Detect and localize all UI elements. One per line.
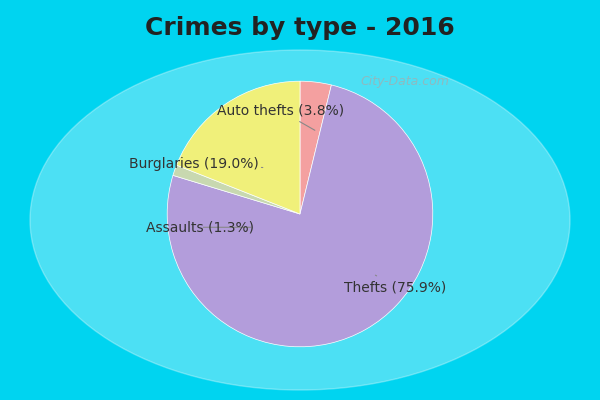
Wedge shape [176,81,300,214]
Wedge shape [300,81,331,214]
Wedge shape [167,85,433,347]
Text: Burglaries (19.0%): Burglaries (19.0%) [129,156,263,170]
Text: Crimes by type - 2016: Crimes by type - 2016 [145,16,455,40]
Text: Auto thefts (3.8%): Auto thefts (3.8%) [217,104,344,130]
Text: City-Data.com: City-Data.com [361,74,449,88]
Text: Thefts (75.9%): Thefts (75.9%) [344,275,447,294]
Text: Assaults (1.3%): Assaults (1.3%) [146,220,254,234]
Wedge shape [173,165,300,214]
